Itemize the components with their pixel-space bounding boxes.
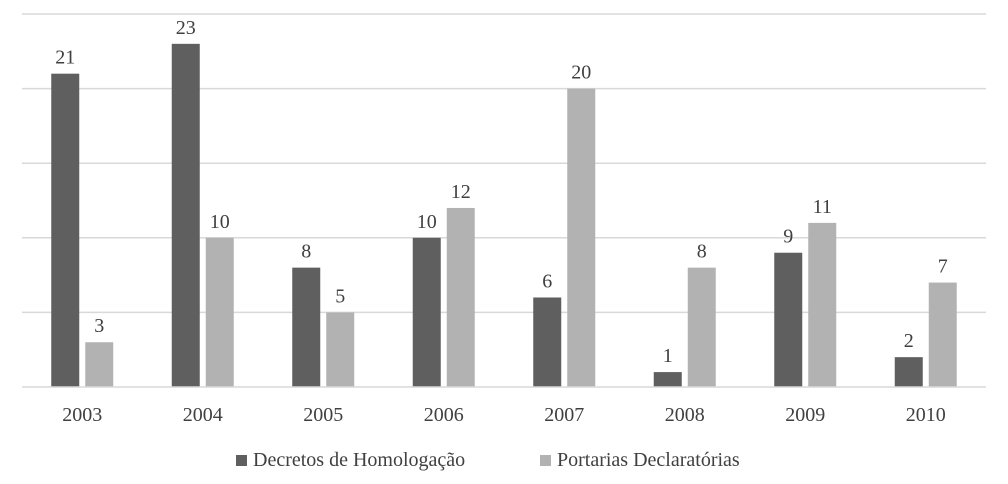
data-label: 7 (938, 256, 948, 278)
bar-portarias-2004 (205, 237, 234, 387)
x-tick-label: 2005 (303, 404, 343, 426)
data-label: 12 (451, 181, 471, 203)
data-label: 2 (904, 330, 914, 352)
data-label: 8 (697, 241, 707, 263)
bar-portarias-2008 (687, 267, 716, 387)
legend-swatch (540, 455, 551, 466)
legend-label: Portarias Declaratórias (557, 449, 740, 471)
bar-decretos-2005 (292, 267, 321, 387)
x-tick-label: 2010 (906, 404, 946, 426)
bar-decretos-2007 (533, 297, 562, 387)
x-tick-label: 2007 (544, 404, 584, 426)
bar-decretos-2010 (894, 357, 923, 387)
x-tick-label: 2004 (183, 404, 223, 426)
bar-portarias-2003 (85, 342, 114, 387)
x-tick-label: 2006 (424, 404, 464, 426)
x-tick-label: 2003 (62, 404, 102, 426)
data-label: 8 (301, 241, 311, 263)
legend-label: Decretos de Homologação (253, 449, 465, 471)
bar-decretos-2004 (171, 43, 200, 388)
data-label: 23 (176, 17, 196, 39)
x-tick-label: 2009 (785, 404, 825, 426)
x-tick-labels: 2003 2004 2005 2006 2007 2008 2009 2010 (62, 404, 946, 426)
bar-portarias-2006 (446, 207, 475, 387)
data-label: 10 (417, 211, 437, 233)
data-label: 3 (94, 315, 104, 337)
bar-decretos-2009 (774, 252, 803, 387)
data-label: 10 (210, 211, 230, 233)
bar-portarias-2010 (928, 282, 957, 387)
data-label: 20 (571, 62, 591, 84)
data-label: 5 (335, 285, 345, 307)
bar-decretos-2008 (653, 372, 682, 387)
data-label: 11 (813, 196, 832, 218)
data-labels-group: 21 3 23 10 8 5 10 12 6 20 1 8 9 11 2 7 (55, 17, 948, 367)
bar-decretos-2003 (51, 73, 80, 388)
legend-swatch (236, 455, 247, 466)
data-label: 21 (55, 47, 75, 69)
x-tick-label: 2008 (665, 404, 705, 426)
gridlines (22, 13, 986, 314)
bar-portarias-2005 (326, 312, 355, 387)
bar-portarias-2007 (567, 88, 596, 387)
data-label: 1 (663, 345, 673, 367)
bars-group (51, 43, 957, 388)
bar-decretos-2006 (412, 237, 441, 387)
bar-portarias-2009 (808, 222, 837, 387)
legend: Decretos de Homologação Portarias Declara… (236, 449, 740, 471)
data-label: 9 (783, 226, 793, 248)
data-label: 6 (542, 270, 552, 292)
